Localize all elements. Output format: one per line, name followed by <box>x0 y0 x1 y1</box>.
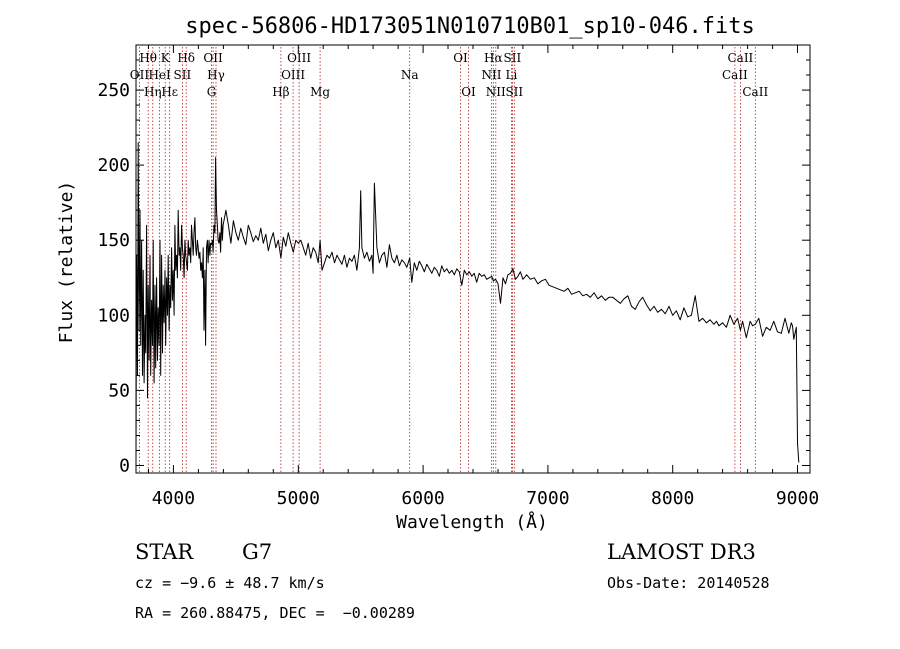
y-axis-label: Flux (relative) <box>56 181 77 344</box>
y-tick-label: 50 <box>108 380 130 401</box>
line-label: K <box>161 51 171 65</box>
line-label: Mg <box>310 85 330 99</box>
survey-name: LAMOST DR3 <box>607 540 756 564</box>
line-label: Hε <box>161 85 178 99</box>
y-tick-label: 0 <box>119 456 130 477</box>
plot-frame <box>135 44 811 474</box>
line-label: Hβ <box>272 85 289 99</box>
line-label: CaII <box>722 68 748 82</box>
line-label: SII <box>505 85 523 99</box>
line-label: OIII <box>287 51 311 65</box>
line-label: Hθ <box>139 51 157 65</box>
x-tick-label: 5000 <box>277 488 320 509</box>
line-label: CaII <box>727 51 753 65</box>
line-label: OII <box>203 51 223 65</box>
line-label: OI <box>461 85 476 99</box>
y-tick-label: 100 <box>97 305 130 326</box>
line-label: Hδ <box>177 51 195 65</box>
line-label: G <box>207 85 217 99</box>
x-axis: 4000 5000 6000 7000 8000 9000 <box>148 45 819 509</box>
obs-date: Obs-Date: 20140528 <box>607 574 770 592</box>
line-label: SII <box>504 51 522 65</box>
subclass: G7 <box>242 540 273 564</box>
line-label: SII <box>174 68 192 82</box>
line-label: Hγ <box>207 68 225 82</box>
coordinates: RA = 260.88475, DEC = −0.00289 <box>135 604 415 622</box>
spectrum-chart: spec-56806-HD173051N010710B01_sp10-046.f… <box>56 14 819 533</box>
line-label: Li <box>505 68 517 82</box>
line-label: Na <box>401 68 419 82</box>
x-tick-label: 7000 <box>526 488 569 509</box>
x-tick-label: 4000 <box>152 488 195 509</box>
chart-title: spec-56806-HD173051N010710B01_sp10-046.f… <box>185 14 755 39</box>
spectrum-line <box>135 142 800 463</box>
spectrum-series <box>135 142 800 463</box>
y-tick-label: 250 <box>97 80 130 101</box>
x-tick-label: 8000 <box>651 488 694 509</box>
y-axis: 0 50 100 150 200 250 <box>97 59 810 477</box>
y-tick-label: 150 <box>97 230 130 251</box>
line-label: HeI <box>148 68 171 82</box>
line-label: NII <box>486 85 506 99</box>
line-label: CaII <box>742 85 768 99</box>
line-label: OIII <box>281 68 305 82</box>
x-tick-label: 6000 <box>401 488 444 509</box>
line-markers <box>138 47 756 472</box>
x-tick-label: 9000 <box>776 488 819 509</box>
line-label: NII <box>482 68 502 82</box>
line-label: Hη <box>144 85 162 99</box>
object-type: STAR <box>135 540 194 564</box>
line-label: Hα <box>484 51 503 65</box>
redshift-cz: cz = −9.6 ± 48.7 km/s <box>135 574 325 592</box>
line-label: OI <box>453 51 468 65</box>
x-axis-label: Wavelength (Å) <box>396 511 548 533</box>
y-tick-label: 200 <box>97 155 130 176</box>
